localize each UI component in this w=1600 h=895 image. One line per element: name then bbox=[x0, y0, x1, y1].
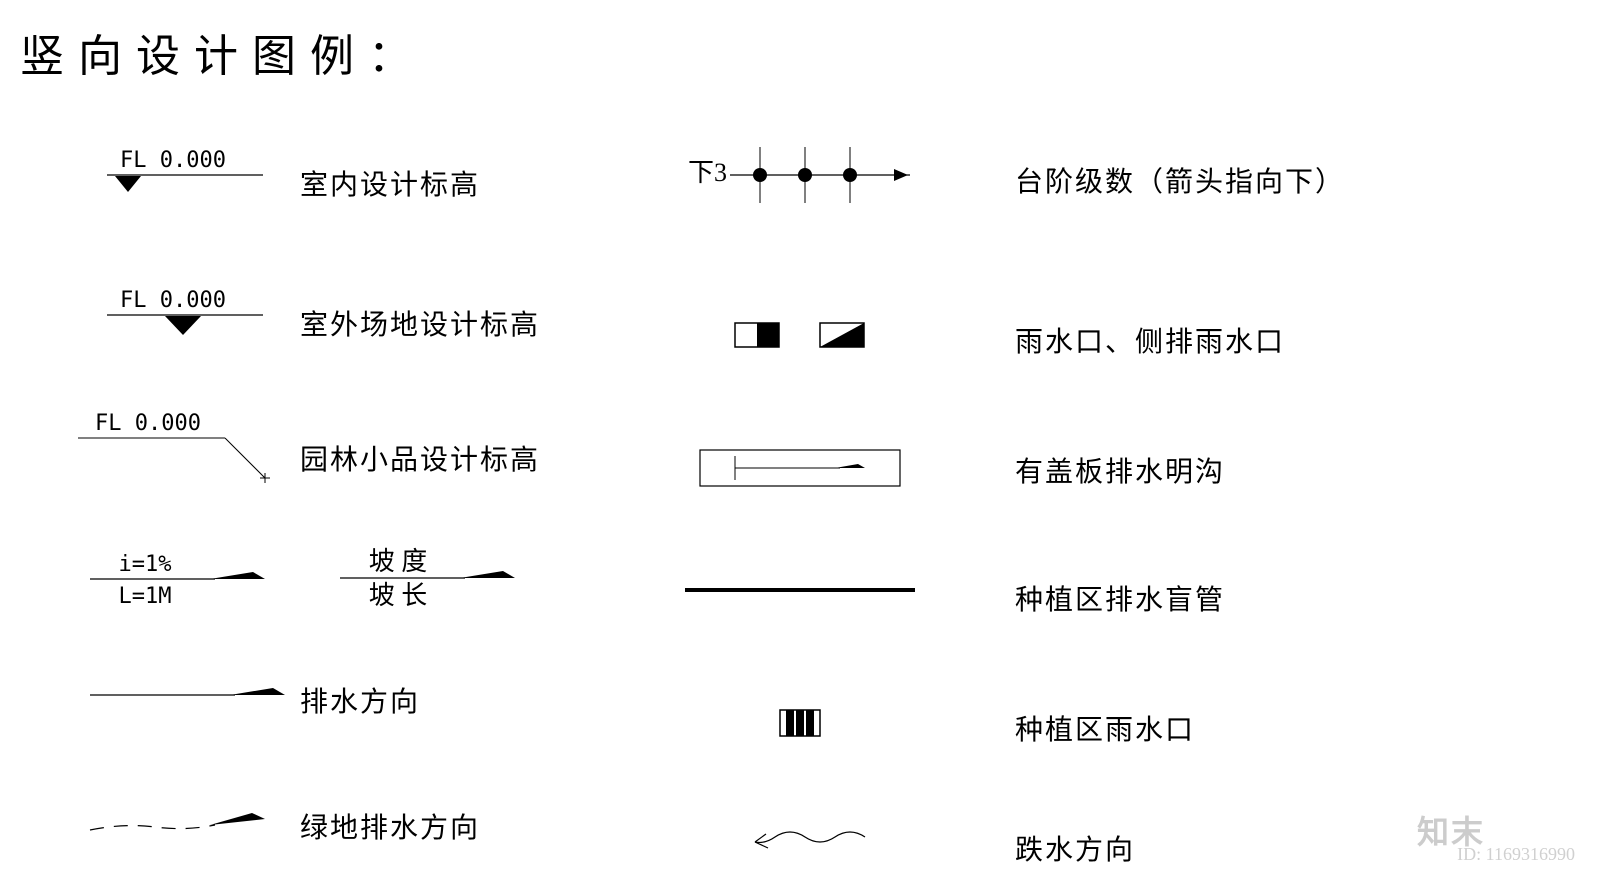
legend-row-planting-inlet bbox=[660, 705, 940, 741]
symbol-landscape-elevation: FL 0.000 bbox=[70, 410, 320, 490]
legend-row-covered-ditch bbox=[660, 442, 940, 492]
symbol-planting-inlet bbox=[660, 705, 940, 741]
elevation-text: FL 0.000 bbox=[120, 288, 226, 313]
symbol-rain-inlet bbox=[660, 315, 940, 355]
watermark-id: ID: 1169316990 bbox=[1457, 844, 1575, 865]
label-covered-ditch: 有盖板排水明沟 bbox=[1015, 450, 1225, 490]
symbol-wavy-arrow bbox=[660, 822, 940, 862]
label-slope-group: 坡 度 坡 长 bbox=[335, 544, 555, 619]
slope-label-icon: 坡 度 坡 长 bbox=[335, 544, 555, 614]
slope-icon: i=1% L=1M bbox=[85, 545, 305, 615]
legend-row-drainage bbox=[80, 680, 310, 710]
legend-row-outdoor-elevation: FL 0.000 bbox=[80, 285, 310, 349]
symbol-stairs: 下3 bbox=[660, 135, 940, 215]
elevation-text: FL 0.000 bbox=[120, 148, 226, 173]
legend-row-indoor-elevation: FL 0.000 bbox=[80, 145, 310, 205]
slope-label-top: 坡 度 bbox=[369, 547, 428, 576]
label-indoor-elevation: 室内设计标高 bbox=[300, 163, 480, 203]
label-outdoor-elevation: 室外场地设计标高 bbox=[300, 303, 540, 343]
label-drainage: 排水方向 bbox=[300, 680, 420, 720]
legend-row-stairs: 下3 bbox=[660, 135, 940, 215]
legend-row-wavy-arrow bbox=[660, 822, 940, 862]
outdoor-elevation-icon: FL 0.000 bbox=[95, 285, 295, 349]
wavy-arrow-icon bbox=[660, 822, 940, 862]
label-blind-pipe: 种植区排水盲管 bbox=[1015, 578, 1225, 618]
symbol-blind-pipe bbox=[660, 580, 940, 600]
label-landscape-elevation: 园林小品设计标高 bbox=[300, 438, 540, 478]
stairs-text: 下3 bbox=[688, 158, 727, 187]
landscape-elevation-icon: FL 0.000 bbox=[70, 410, 320, 490]
symbol-drainage bbox=[80, 680, 310, 710]
symbol-slope: i=1% L=1M bbox=[80, 545, 310, 615]
label-wavy-arrow: 跌水方向 bbox=[1015, 828, 1135, 868]
elevation-text: FL 0.000 bbox=[95, 411, 201, 436]
rain-inlet-icon bbox=[660, 315, 940, 355]
symbol-indoor-elevation: FL 0.000 bbox=[80, 145, 310, 205]
slope-bottom-text: L=1M bbox=[119, 584, 172, 609]
legend-row-slope: i=1% L=1M bbox=[80, 545, 310, 615]
stairs-icon: 下3 bbox=[660, 135, 940, 215]
label-rain-inlet: 雨水口、侧排雨水口 bbox=[1015, 320, 1285, 360]
drainage-arrow-icon bbox=[85, 680, 305, 710]
indoor-elevation-icon: FL 0.000 bbox=[95, 145, 295, 205]
legend-row-green-drainage bbox=[80, 805, 310, 845]
legend-title: 竖向设计图例： bbox=[20, 20, 426, 84]
symbol-green-drainage bbox=[80, 805, 310, 845]
symbol-covered-ditch bbox=[660, 442, 940, 492]
label-green-drainage: 绿地排水方向 bbox=[300, 806, 480, 846]
covered-ditch-icon bbox=[660, 442, 940, 492]
green-drainage-arrow-icon bbox=[85, 805, 305, 845]
slope-top-text: i=1% bbox=[119, 552, 172, 577]
label-stairs: 台阶级数（箭头指向下） bbox=[1015, 160, 1345, 200]
symbol-outdoor-elevation: FL 0.000 bbox=[80, 285, 310, 349]
blind-pipe-icon bbox=[660, 580, 940, 600]
slope-label-bottom: 坡 长 bbox=[369, 581, 428, 610]
legend-row-blind-pipe bbox=[660, 580, 940, 600]
planting-inlet-icon bbox=[660, 705, 940, 741]
label-planting-inlet: 种植区雨水口 bbox=[1015, 708, 1195, 748]
legend-row-landscape-elevation: FL 0.000 bbox=[70, 410, 320, 490]
legend-row-rain-inlet bbox=[660, 315, 940, 355]
